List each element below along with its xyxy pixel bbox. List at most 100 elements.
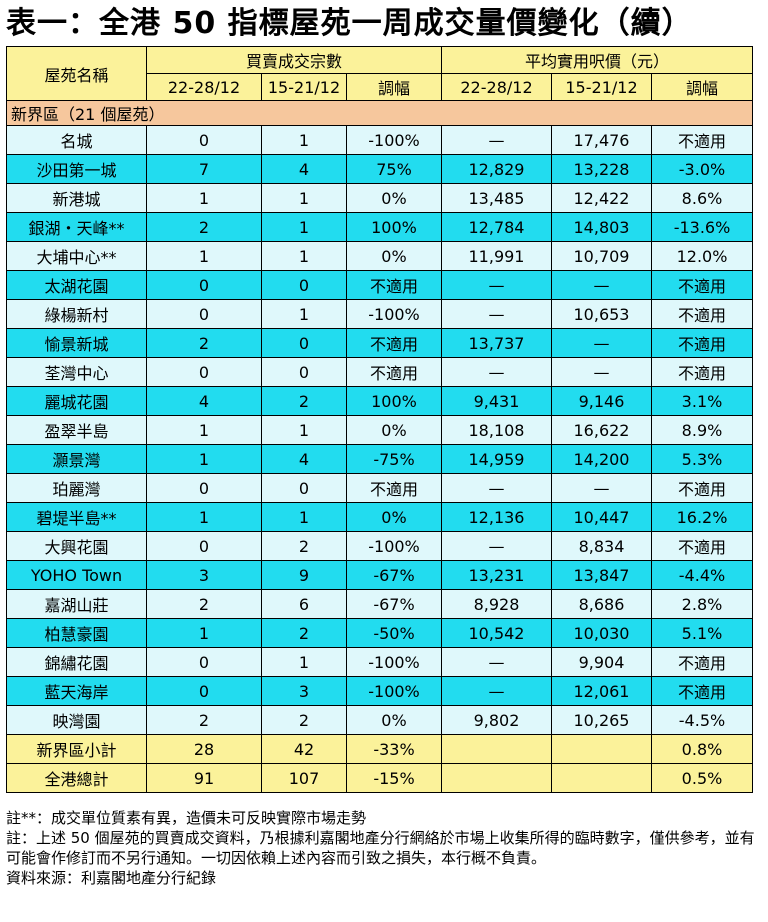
price-previous-cell: — [551, 328, 652, 358]
estate-name-cell: 錦繡花園 [6, 647, 147, 677]
price-change-cell: 不適用 [651, 299, 753, 329]
price-previous-cell [551, 734, 652, 764]
price-previous-cell: 17,476 [551, 125, 652, 155]
header-row-groups: 屋苑名稱 買賣成交宗數 平均實用呎價（元） [6, 46, 753, 101]
volume-current-cell: 0 [146, 125, 262, 155]
volume-previous-cell: 3 [261, 676, 347, 706]
volume-change-cell: -100% [346, 299, 442, 329]
price-current-cell: 9,802 [441, 705, 552, 735]
volume-previous-cell: 1 [261, 415, 347, 445]
volume-change-cell: 0% [346, 415, 442, 445]
price-current-cell: 9,431 [441, 386, 552, 416]
estate-name-cell: 新港城 [6, 183, 147, 213]
price-current-cell: 18,108 [441, 415, 552, 445]
sub-header: 調幅 [651, 73, 753, 101]
volume-current-cell: 0 [146, 473, 262, 503]
estate-name-cell: 碧堤半島** [6, 502, 147, 532]
price-previous-cell: 13,847 [551, 560, 652, 590]
price-previous-cell: 8,686 [551, 589, 652, 619]
price-change-cell: 不適用 [651, 270, 753, 300]
table-row: 珀麗灣 0 0 不適用 — — 不適用 [6, 473, 753, 503]
price-change-cell: -4.4% [651, 560, 753, 590]
footnote: 資料來源：利嘉閣地產分行紀錄 [6, 869, 217, 887]
volume-previous-cell: 2 [261, 705, 347, 735]
volume-current-cell: 2 [146, 328, 262, 358]
volume-current-cell: 0 [146, 531, 262, 561]
region-label: 新界區（21 個屋苑） [6, 100, 753, 126]
price-previous-cell: 16,622 [551, 415, 652, 445]
price-current-cell: — [441, 125, 552, 155]
table-row: 嘉湖山莊 2 6 -67% 8,928 8,686 2.8% [6, 589, 753, 619]
table-row: 映灣園 2 2 0% 9,802 10,265 -4.5% [6, 705, 753, 735]
volume-current-cell: 28 [146, 734, 262, 764]
price-change-cell: 不適用 [651, 473, 753, 503]
price-current-cell: 11,991 [441, 241, 552, 271]
price-change-cell: 5.1% [651, 618, 753, 648]
price-change-cell: 不適用 [651, 125, 753, 155]
volume-previous-cell: 0 [261, 270, 347, 300]
volume-previous-cell: 1 [261, 647, 347, 677]
volume-change-cell: -100% [346, 647, 442, 677]
header-row-sub: 22-28/12 15-21/12 調幅 22-28/12 15-21/12 調… [7, 73, 753, 101]
volume-current-cell: 0 [146, 299, 262, 329]
estate-name-cell: 荃灣中心 [6, 357, 147, 387]
volume-previous-cell: 1 [261, 212, 347, 242]
volume-change-cell: 不適用 [346, 357, 442, 387]
volume-current-cell: 1 [146, 502, 262, 532]
price-change-cell: 不適用 [651, 531, 753, 561]
price-current-cell: — [441, 676, 552, 706]
volume-change-cell: 100% [346, 212, 442, 242]
volume-current-cell: 4 [146, 386, 262, 416]
sub-header: 15-21/12 [551, 73, 652, 101]
price-current-cell [441, 734, 552, 764]
price-previous-cell [551, 763, 652, 793]
volume-change-cell: 0% [346, 183, 442, 213]
sub-header: 調幅 [346, 73, 442, 101]
footnotes: 註**：成交單位質素有異，造價未可反映實際市場走勢 註：上述 50 個屋苑的買賣… [6, 808, 762, 888]
price-change-cell: 3.1% [651, 386, 753, 416]
volume-change-cell: 75% [346, 154, 442, 184]
estate-name-cell: 沙田第一城 [6, 154, 147, 184]
price-current-cell: 13,231 [441, 560, 552, 590]
volume-change-cell: -15% [346, 763, 442, 793]
volume-group-header: 買賣成交宗數 [146, 46, 442, 74]
table-row: 荃灣中心 0 0 不適用 — — 不適用 [6, 357, 753, 387]
estate-name-cell: 愉景新城 [6, 328, 147, 358]
table-row: 新港城 1 1 0% 13,485 12,422 8.6% [6, 183, 753, 213]
estate-name-cell: 嘉湖山莊 [6, 589, 147, 619]
price-change-cell: 12.0% [651, 241, 753, 271]
table-row: 盈翠半島 1 1 0% 18,108 16,622 8.9% [6, 415, 753, 445]
volume-previous-cell: 1 [261, 502, 347, 532]
volume-previous-cell: 0 [261, 473, 347, 503]
volume-change-cell: 100% [346, 386, 442, 416]
volume-change-cell: -100% [346, 125, 442, 155]
volume-current-cell: 0 [146, 647, 262, 677]
price-change-cell: 5.3% [651, 444, 753, 474]
volume-current-cell: 3 [146, 560, 262, 590]
volume-previous-cell: 2 [261, 531, 347, 561]
price-current-cell: 13,485 [441, 183, 552, 213]
table-row: 太湖花園 0 0 不適用 — — 不適用 [6, 270, 753, 300]
price-current-cell: 13,737 [441, 328, 552, 358]
estate-name-cell: YOHO Town [6, 560, 147, 590]
price-change-cell: -3.0% [651, 154, 753, 184]
volume-change-cell: -75% [346, 444, 442, 474]
price-current-cell: — [441, 270, 552, 300]
total-row: 全港總計 91 107 -15% 0.5% [6, 763, 753, 793]
price-previous-cell: 12,422 [551, 183, 652, 213]
estate-name-cell: 珀麗灣 [6, 473, 147, 503]
footnote: 註**：成交單位質素有異，造價未可反映實際市場走勢 [6, 809, 367, 827]
subtotal-row: 新界區小計 28 42 -33% 0.8% [6, 734, 753, 764]
estate-name-cell: 新界區小計 [6, 734, 147, 764]
price-previous-cell: 8,834 [551, 531, 652, 561]
estate-name-cell: 全港總計 [6, 763, 147, 793]
price-previous-cell: 10,447 [551, 502, 652, 532]
table-row: 柏慧豪園 1 2 -50% 10,542 10,030 5.1% [6, 618, 753, 648]
price-previous-cell: 10,265 [551, 705, 652, 735]
volume-change-cell: 0% [346, 705, 442, 735]
volume-current-cell: 1 [146, 618, 262, 648]
table-row: 大興花園 0 2 -100% —8,834 不適用 [6, 531, 753, 561]
volume-current-cell: 1 [146, 415, 262, 445]
volume-current-cell: 0 [146, 357, 262, 387]
estate-name-cell: 麗城花園 [6, 386, 147, 416]
